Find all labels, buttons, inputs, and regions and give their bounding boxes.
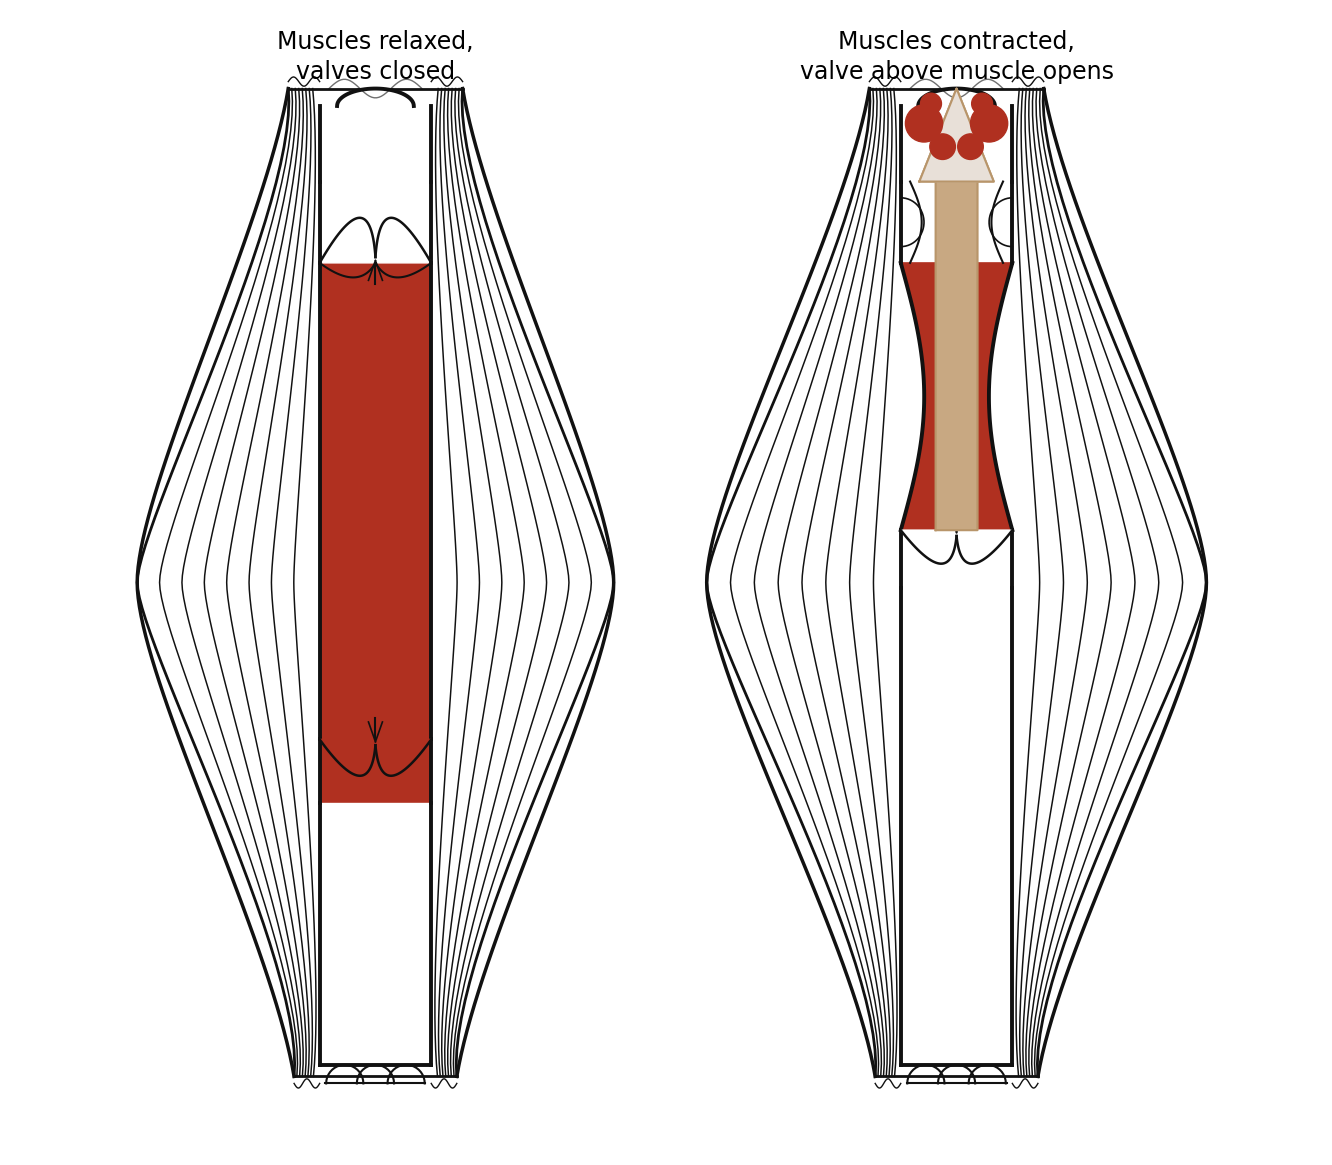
Polygon shape: [900, 89, 1012, 182]
Circle shape: [906, 105, 943, 142]
Polygon shape: [320, 182, 432, 263]
Polygon shape: [956, 530, 1012, 564]
Polygon shape: [900, 263, 1012, 530]
Polygon shape: [320, 804, 432, 1065]
Polygon shape: [320, 740, 376, 776]
Text: Muscles contracted,
valve above muscle opens: Muscles contracted, valve above muscle o…: [799, 30, 1114, 84]
Polygon shape: [900, 530, 956, 564]
Circle shape: [958, 134, 983, 160]
Polygon shape: [707, 89, 1207, 1076]
Polygon shape: [900, 588, 1012, 1065]
Polygon shape: [924, 602, 1004, 679]
Polygon shape: [320, 740, 432, 804]
Polygon shape: [376, 740, 432, 776]
Circle shape: [930, 134, 955, 160]
Text: Muscles relaxed,
valves closed: Muscles relaxed, valves closed: [277, 30, 474, 84]
Polygon shape: [320, 89, 432, 182]
Polygon shape: [320, 263, 376, 277]
Circle shape: [971, 93, 992, 114]
Circle shape: [971, 105, 1008, 142]
Circle shape: [920, 93, 942, 114]
Polygon shape: [900, 182, 1012, 263]
Polygon shape: [320, 218, 376, 263]
Polygon shape: [900, 530, 1012, 588]
Polygon shape: [919, 89, 994, 182]
Polygon shape: [137, 89, 614, 1076]
Polygon shape: [919, 89, 994, 530]
Polygon shape: [320, 263, 432, 740]
Polygon shape: [376, 218, 432, 263]
Polygon shape: [376, 263, 432, 277]
